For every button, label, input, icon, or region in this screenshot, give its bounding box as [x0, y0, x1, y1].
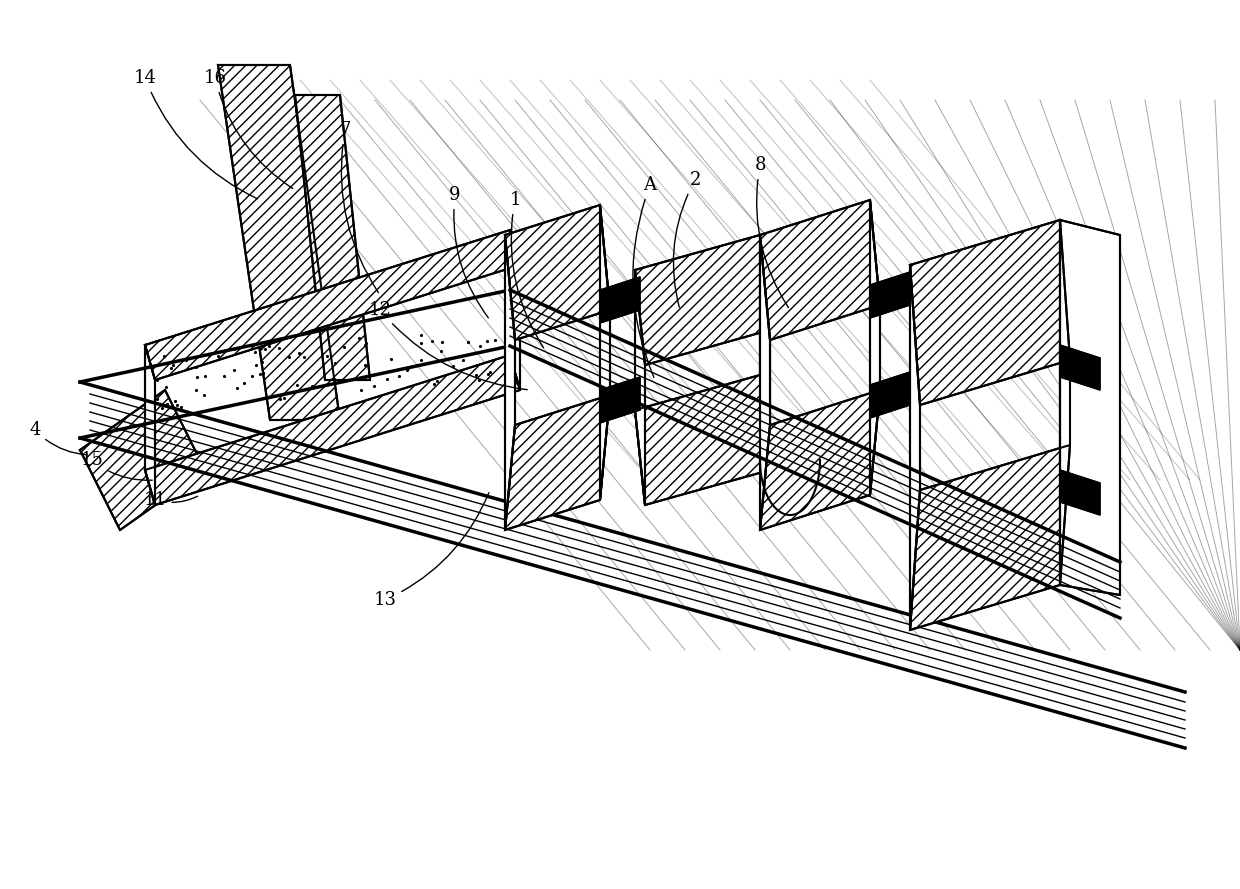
Polygon shape [635, 270, 645, 505]
Text: 4: 4 [30, 421, 87, 455]
Text: 12: 12 [368, 301, 527, 389]
Polygon shape [635, 375, 770, 505]
Text: 7: 7 [340, 121, 378, 292]
Text: 11: 11 [144, 491, 197, 509]
Polygon shape [870, 200, 880, 495]
Text: 1: 1 [510, 191, 543, 348]
Polygon shape [910, 265, 920, 630]
Polygon shape [910, 220, 1070, 405]
Text: 8: 8 [754, 156, 789, 308]
Polygon shape [145, 355, 520, 505]
Text: 14: 14 [134, 69, 258, 199]
Polygon shape [145, 345, 155, 505]
Polygon shape [510, 230, 520, 390]
Polygon shape [760, 235, 770, 530]
Polygon shape [870, 272, 910, 318]
Polygon shape [218, 65, 340, 420]
Text: 2: 2 [673, 171, 701, 308]
Polygon shape [760, 200, 880, 340]
Polygon shape [505, 205, 610, 340]
Polygon shape [1060, 220, 1120, 595]
Polygon shape [635, 235, 770, 365]
Text: 13: 13 [373, 493, 489, 609]
Polygon shape [870, 372, 910, 418]
Polygon shape [505, 235, 515, 530]
Polygon shape [600, 277, 640, 323]
Text: 15: 15 [81, 451, 153, 480]
Polygon shape [1060, 470, 1100, 515]
Polygon shape [145, 230, 520, 380]
Polygon shape [1060, 220, 1070, 585]
Polygon shape [760, 235, 770, 470]
Text: A: A [632, 176, 656, 378]
Polygon shape [295, 95, 370, 380]
Text: 16: 16 [203, 69, 293, 188]
Polygon shape [81, 390, 205, 530]
Polygon shape [760, 390, 880, 530]
Polygon shape [600, 205, 610, 500]
Polygon shape [505, 395, 610, 530]
Polygon shape [910, 445, 1070, 630]
Text: 9: 9 [449, 186, 489, 317]
Polygon shape [1060, 345, 1100, 390]
Polygon shape [600, 377, 640, 423]
